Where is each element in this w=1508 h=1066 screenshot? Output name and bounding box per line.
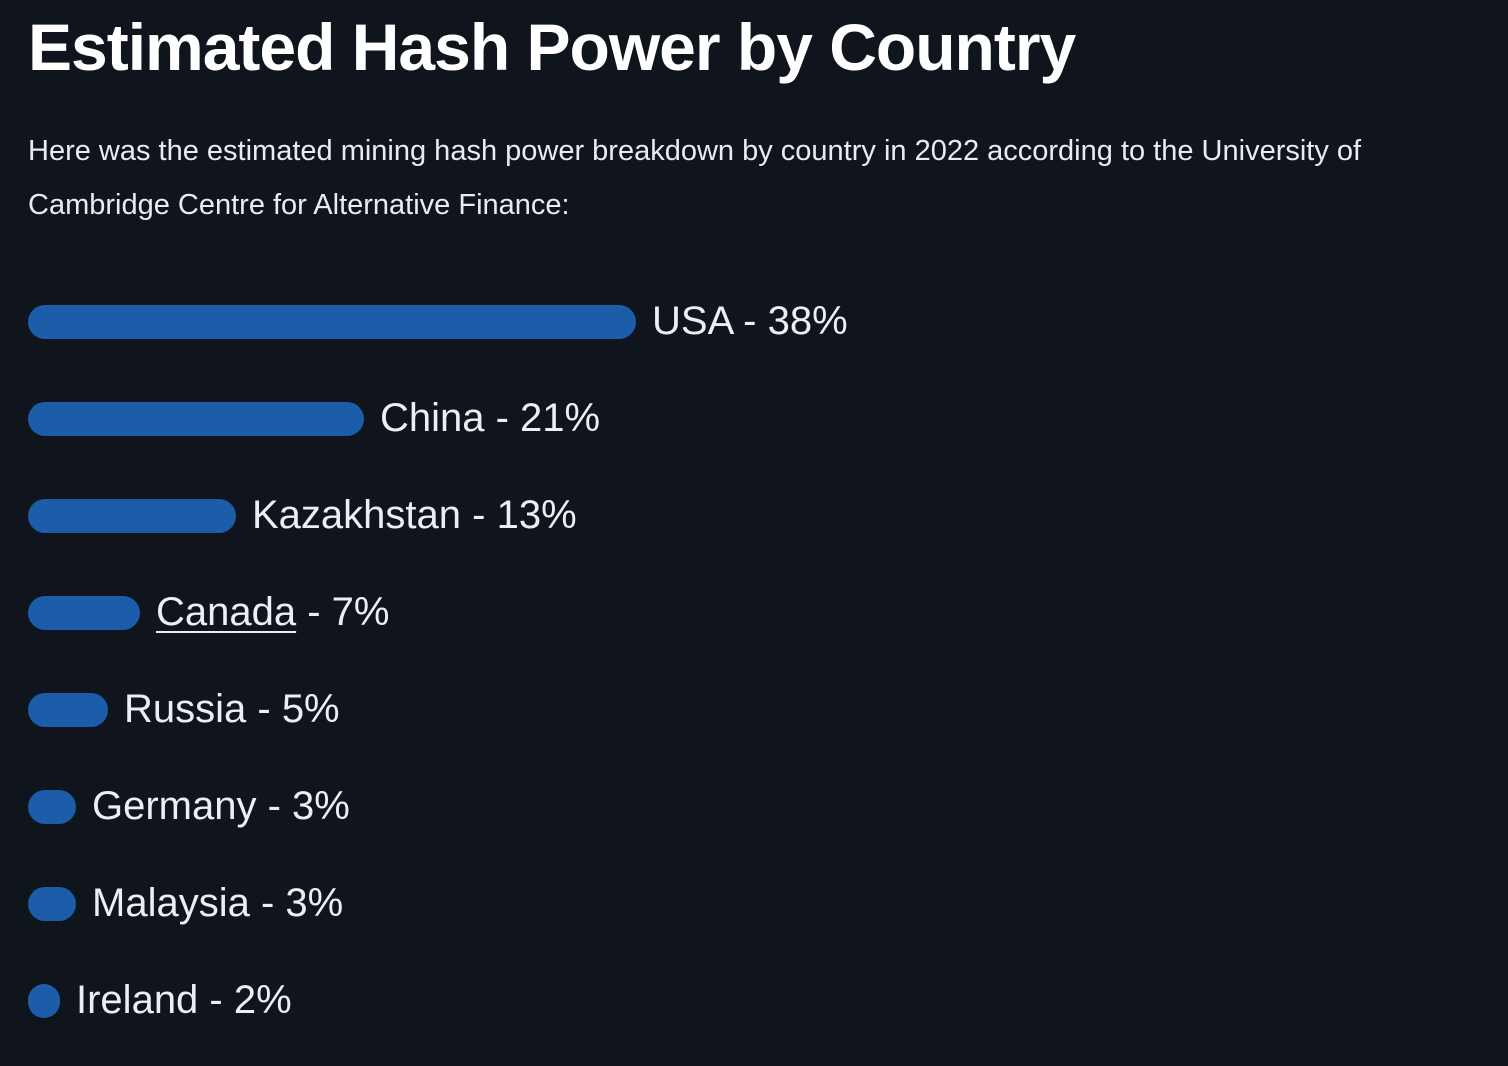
- bar-label-russia: Russia - 5%: [124, 687, 340, 732]
- bar-malaysia: [28, 886, 76, 921]
- bar-label-china: China - 21%: [380, 396, 601, 441]
- bar-row-china: China - 21%: [28, 395, 1480, 443]
- bar-row-malaysia: Malaysia - 3%: [28, 880, 1480, 928]
- bar-label-kazakhstan: Kazakhstan - 13%: [252, 493, 577, 538]
- canada-link[interactable]: Canada: [156, 590, 297, 635]
- bar-label-canada: Canada - 7%: [156, 590, 390, 635]
- bar-germany: [28, 789, 76, 824]
- bar-usa: [28, 304, 636, 339]
- page-title: Estimated Hash Power by Country: [28, 10, 1076, 84]
- bar-row-ireland: Ireland - 2%: [28, 977, 1480, 1025]
- bar-chart: USA - 38% China - 21% Kazakhstan - 13% Cana…: [28, 298, 1480, 1025]
- bar-row-russia: Russia - 5%: [28, 686, 1480, 734]
- bar-ireland: [28, 983, 60, 1018]
- intro-paragraph: Here was the estimated mining hash power…: [28, 134, 1362, 221]
- bar-row-usa: USA - 38%: [28, 298, 1480, 346]
- bar-china: [28, 401, 364, 436]
- bar-label-ireland: Ireland - 2%: [76, 978, 292, 1023]
- bar-row-germany: Germany - 3%: [28, 783, 1480, 831]
- bar-label-germany: Germany - 3%: [92, 784, 350, 829]
- bar-row-kazakhstan: Kazakhstan - 13%: [28, 492, 1480, 540]
- bar-canada: [28, 595, 140, 630]
- bar-label-usa: USA - 38%: [652, 299, 848, 344]
- bar-label-malaysia: Malaysia - 3%: [92, 881, 344, 926]
- bar-row-canada: Canada - 7%: [28, 589, 1480, 637]
- bar-kazakhstan: [28, 498, 236, 533]
- bar-russia: [28, 692, 108, 727]
